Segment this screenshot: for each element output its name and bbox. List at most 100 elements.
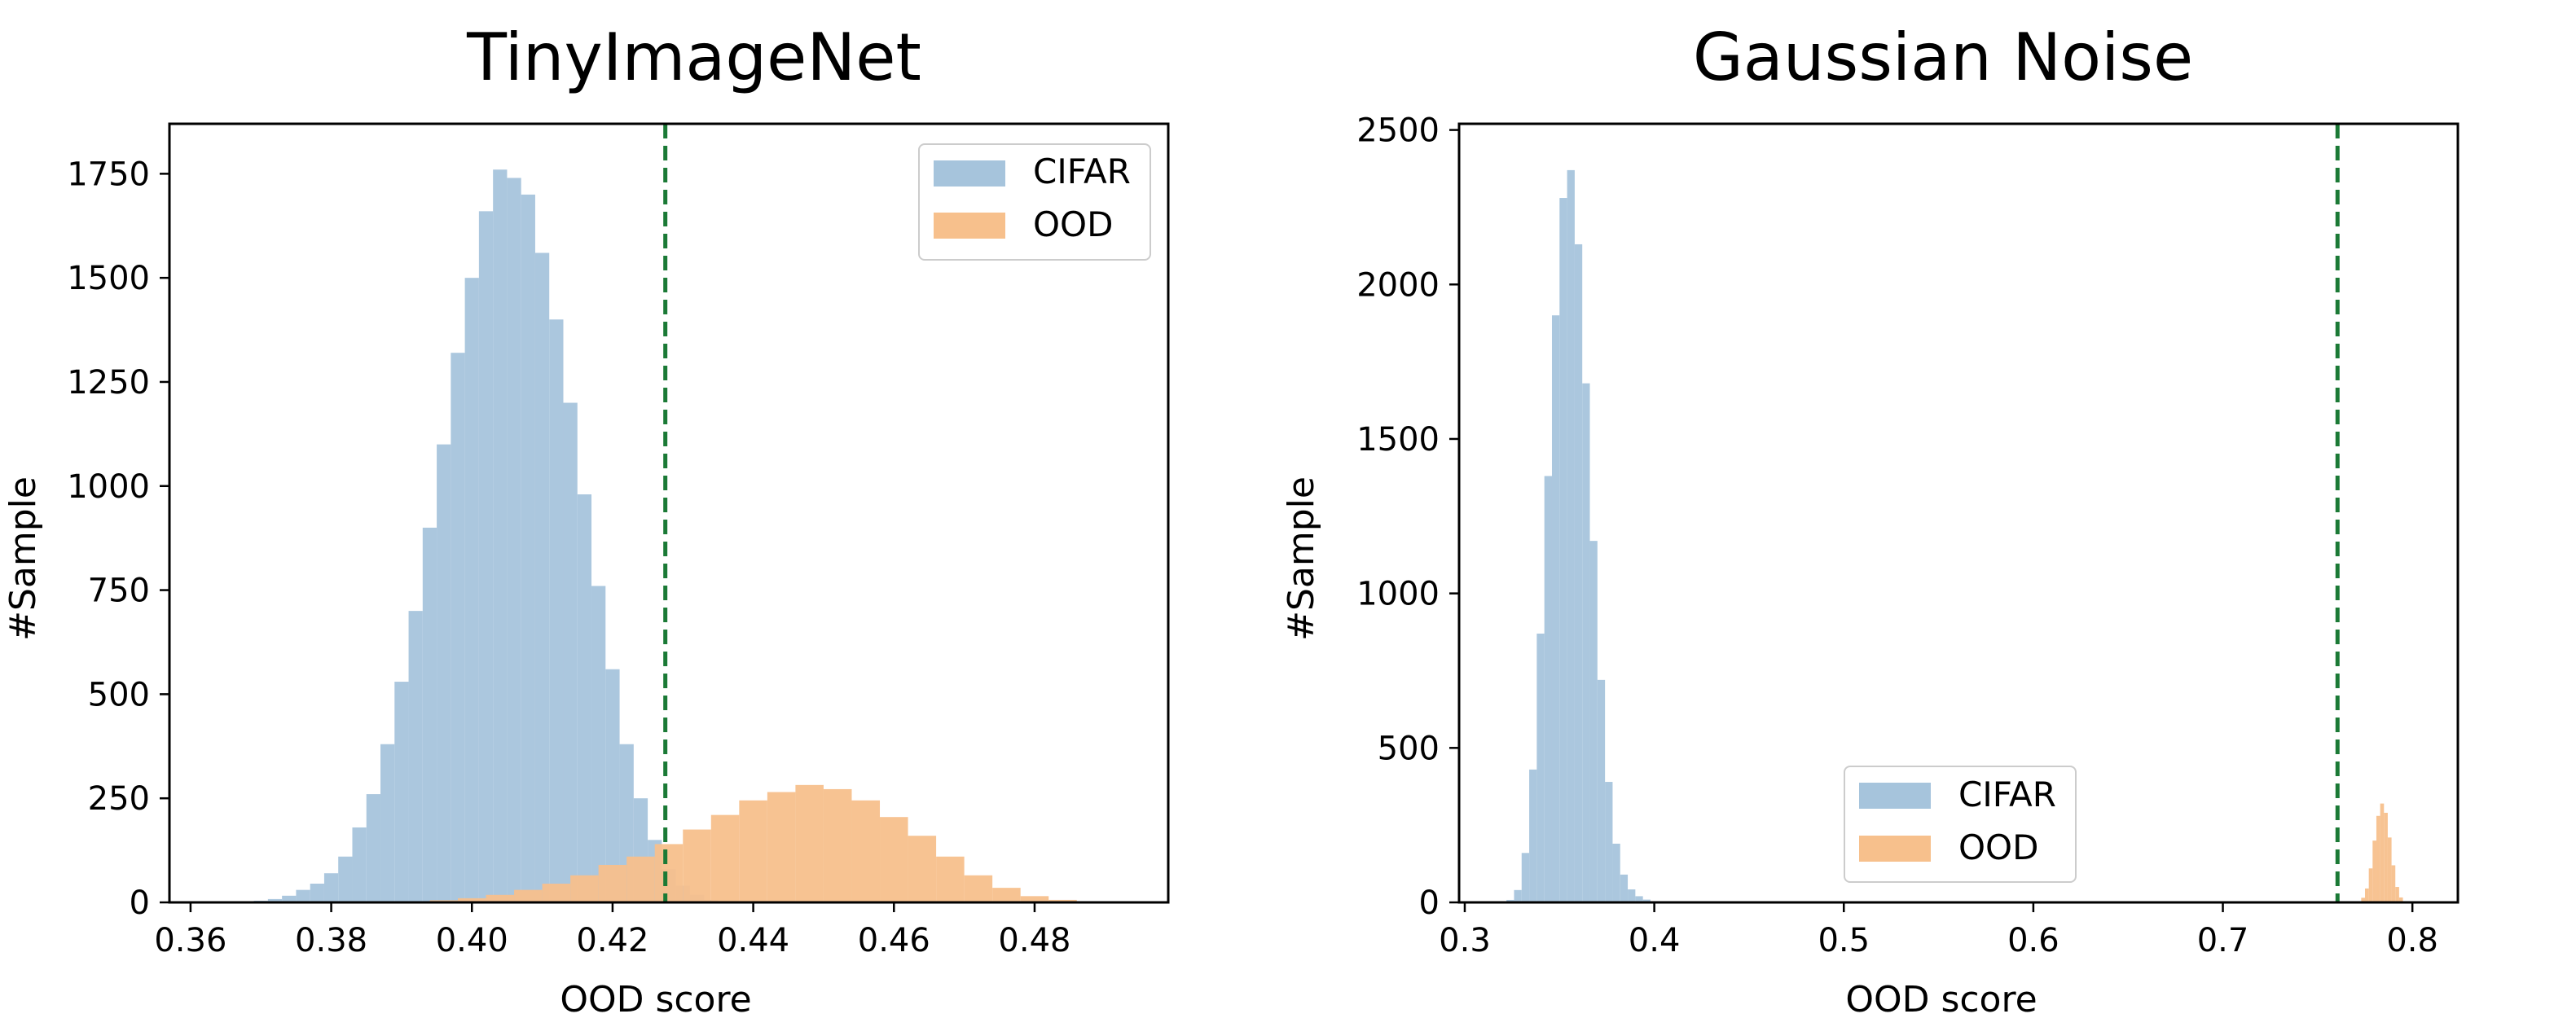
y-tick-label: 250 — [88, 780, 150, 818]
x-tick-label: 0.5 — [1818, 922, 1870, 959]
histogram-bar-ood — [457, 898, 486, 902]
histogram-bar-ood — [570, 875, 599, 902]
legend-label-cifar: CIFAR — [1958, 775, 2056, 814]
histogram-bar-ood — [2368, 868, 2373, 902]
legend: CIFAR OOD — [1844, 766, 2077, 883]
histogram-bar-ood — [542, 883, 571, 902]
histogram-bar-cifar — [1536, 633, 1545, 902]
chart-tinyimagenet: TinyImageNet 0.36 0.38 0.40 0.42 0.44 0.46 0.4… — [2, 20, 1170, 1020]
legend-swatch-cifar — [934, 160, 1005, 187]
histogram-bar-cifar — [1506, 899, 1514, 902]
axes-frame — [1457, 122, 2460, 904]
histogram-bar-ood — [1020, 896, 1049, 902]
chart-title: TinyImageNet — [466, 20, 921, 95]
y-tick-label: 750 — [88, 573, 150, 610]
histogram-bar-cifar — [1514, 889, 1522, 902]
histogram-bar-ood — [2372, 840, 2376, 902]
x-tick-label: 0.7 — [2197, 922, 2249, 959]
x-tick-label: 0.40 — [436, 922, 508, 959]
histogram-bar-cifar — [437, 444, 451, 902]
histogram-bar-cifar — [507, 178, 521, 902]
legend-swatch-cifar — [1859, 783, 1931, 809]
y-axis-label: #Sample — [1281, 476, 1322, 641]
histogram-bar-cifar — [1582, 383, 1590, 903]
x-axis-label: OOD score — [560, 979, 751, 1020]
histogram-bar-cifar — [1521, 853, 1530, 902]
plot-area — [226, 124, 1106, 903]
histogram-bar-ood — [2384, 812, 2388, 902]
histogram-bar-cifar — [1597, 679, 1606, 902]
histogram-bar-ood — [2387, 837, 2392, 902]
x-tick-label: 0.42 — [576, 922, 648, 959]
histogram-bar-cifar — [534, 252, 550, 902]
y-tick-label: 500 — [88, 676, 150, 713]
x-tick-label: 0.44 — [717, 922, 789, 959]
legend-label-ood: OOD — [1033, 204, 1113, 244]
x-axis-label: OOD score — [1845, 979, 2037, 1020]
histogram-bar-cifar — [296, 889, 310, 902]
histogram-bar-cifar — [1544, 476, 1552, 902]
histogram-bar-cifar — [1567, 169, 1575, 902]
histogram-bar-ood — [626, 856, 655, 902]
x-tick-label: 0.8 — [2386, 922, 2438, 959]
histogram-bar-ood — [2398, 897, 2403, 902]
chart-title: Gaussian Noise — [1693, 20, 2193, 95]
histogram-bar-ood — [2365, 888, 2369, 902]
legend-swatch-ood — [1859, 836, 1931, 862]
histogram-bar-cifar — [577, 494, 592, 902]
plot-area — [1506, 124, 2407, 903]
histogram-bar-ood — [710, 814, 740, 902]
legend-label-ood: OOD — [1958, 827, 2038, 867]
histogram-bar-cifar — [422, 527, 437, 902]
histogram-bar-ood — [936, 856, 965, 902]
histogram-bar-ood — [880, 817, 908, 902]
x-tick-label: 0.3 — [1439, 922, 1491, 959]
legend-swatch-ood — [934, 213, 1005, 239]
histogram-bar-cifar — [563, 402, 578, 903]
y-tick-label: 2000 — [1356, 266, 1440, 304]
y-axis-ticks: 0 500 1000 1500 2000 2500 — [1356, 112, 1459, 922]
histogram-bar-cifar — [478, 211, 494, 902]
histogram-bar-cifar — [1642, 899, 1651, 902]
histogram-bar-ood — [598, 864, 627, 902]
y-tick-label: 1250 — [67, 364, 150, 402]
histogram-bar-cifar — [282, 895, 297, 902]
histogram-bar-cifar — [1589, 541, 1598, 902]
histogram-bar-cifar — [310, 883, 324, 902]
histogram-bar-cifar — [1559, 198, 1567, 903]
x-tick-label: 0.36 — [154, 922, 226, 959]
x-axis-ticks: 0.3 0.4 0.5 0.6 0.7 0.8 — [1439, 902, 2438, 959]
histogram-bar-cifar — [1605, 782, 1613, 902]
histogram-bar-cifar — [1635, 896, 1643, 902]
y-tick-label: 0 — [130, 884, 150, 922]
histogram-bar-ood — [908, 836, 937, 902]
histogram-bar-ood — [851, 800, 881, 902]
histogram-bar-cifar — [1551, 315, 1560, 902]
axes-frame — [168, 122, 1170, 904]
histogram-bar-ood — [767, 792, 796, 902]
legend-label-cifar: CIFAR — [1033, 151, 1131, 191]
histogram-bar-ood — [486, 894, 515, 902]
histogram-bar-ood — [2395, 887, 2399, 902]
x-tick-label: 0.38 — [295, 922, 367, 959]
y-axis-ticks: 0 250 500 750 1000 1250 1500 1750 — [67, 156, 169, 922]
histogram-bar-cifar — [1529, 769, 1537, 902]
x-tick-label: 0.46 — [858, 922, 930, 959]
histogram-bar-cifar — [366, 794, 381, 902]
y-tick-label: 1750 — [67, 156, 150, 193]
histogram-bar-cifar — [394, 682, 409, 902]
histogram-bar-cifar — [464, 278, 479, 902]
histogram-bar-cifar — [451, 353, 465, 902]
y-axis-label: #Sample — [2, 476, 44, 641]
histogram-bar-ood — [2376, 815, 2380, 902]
histogram-bar-cifar — [1628, 889, 1636, 902]
y-tick-label: 500 — [1378, 730, 1440, 767]
y-tick-label: 1500 — [67, 260, 150, 297]
histogram-bar-ood — [2380, 803, 2385, 902]
histogram-bar-ood — [823, 788, 852, 902]
histogram-bar-cifar — [605, 669, 620, 902]
x-axis-ticks: 0.36 0.38 0.40 0.42 0.44 0.46 0.48 — [154, 902, 1070, 959]
histogram-bar-cifar — [493, 169, 508, 902]
histogram-bar-ood — [1048, 899, 1077, 902]
